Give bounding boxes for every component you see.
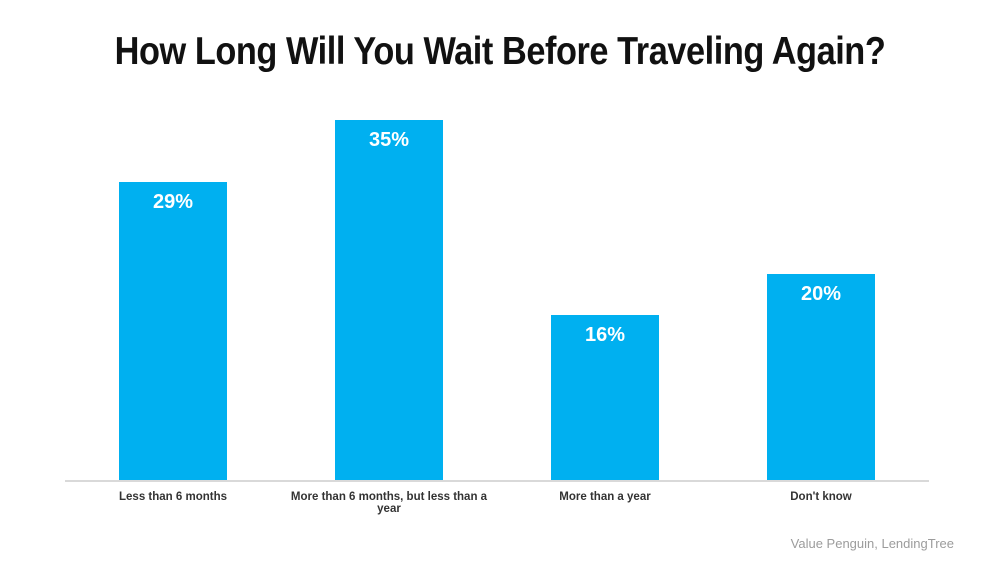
- plot-area: 29% 35% 16% 20%: [65, 0, 929, 480]
- bar-column: 20%: [713, 274, 929, 480]
- x-axis-label: Less than 6 months: [119, 491, 227, 503]
- bar-value-label: 29%: [152, 191, 194, 213]
- bar-value-label: 16%: [584, 324, 626, 346]
- x-axis-label: Don't know: [790, 491, 852, 503]
- bar: 35%: [335, 120, 443, 480]
- bar-column: 35%: [281, 120, 497, 480]
- x-axis-label: More than a year: [559, 491, 651, 503]
- x-axis-labels: Less than 6 months More than 6 months, bu…: [65, 491, 929, 515]
- source-note: Value Penguin, LendingTree: [790, 536, 954, 551]
- chart-title: How Long Will You Wait Before Traveling …: [114, 30, 886, 73]
- bar: 20%: [767, 274, 875, 480]
- bar: 29%: [119, 182, 227, 480]
- x-axis-line: [65, 480, 929, 482]
- bar-column: 29%: [65, 182, 281, 480]
- bar-value-label: 20%: [800, 283, 842, 305]
- x-axis-label: More than 6 months, but less than a year: [290, 491, 488, 515]
- bar-value-label: 35%: [368, 129, 410, 151]
- bar: 16%: [551, 315, 659, 480]
- bar-column: 16%: [497, 315, 713, 480]
